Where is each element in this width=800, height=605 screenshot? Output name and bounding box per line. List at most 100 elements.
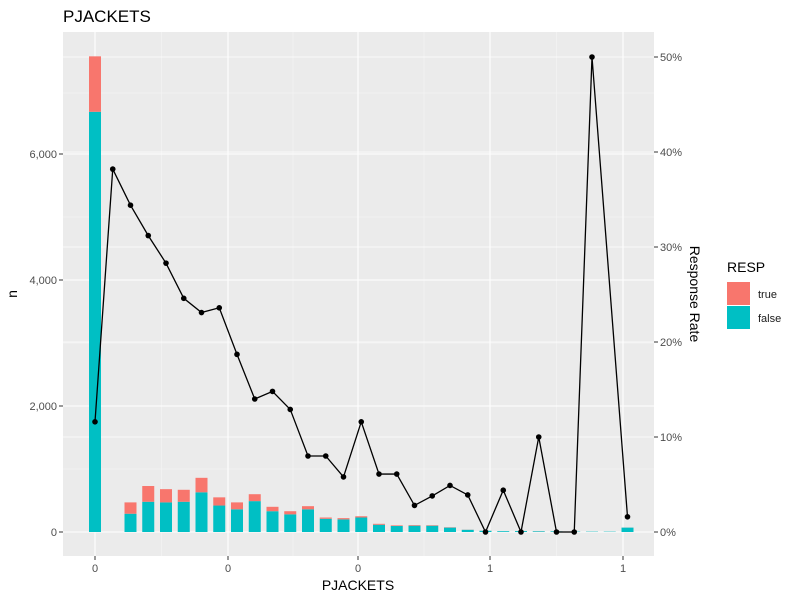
bar-true: [231, 502, 243, 509]
response-rate-point: [412, 503, 418, 509]
y-axis: 0 2,000 4,000 6,000: [29, 149, 63, 539]
bar-false: [533, 531, 545, 532]
response-rate-point: [216, 305, 222, 311]
bar-false: [497, 531, 509, 532]
chart-title: PJACKETS: [63, 7, 151, 26]
response-rate-point: [270, 389, 276, 395]
response-rate-point: [465, 492, 471, 498]
x-tick-label: 0: [225, 563, 231, 575]
bar-false: [125, 514, 137, 532]
response-rate-point: [234, 352, 240, 358]
response-rate-point: [128, 202, 134, 208]
response-rate-point: [181, 296, 187, 302]
bar-true: [391, 525, 403, 526]
bar-true: [249, 494, 261, 501]
response-rate-point: [358, 419, 364, 425]
y2-tick-label: 20%: [660, 337, 682, 349]
bar-false: [426, 526, 438, 532]
bar-false: [622, 528, 634, 532]
bar-false: [249, 501, 261, 532]
response-rate-point: [536, 434, 542, 440]
response-rate-point: [376, 471, 382, 477]
bar-false: [196, 492, 208, 532]
response-rate-point: [571, 529, 577, 535]
y2-tick-label: 30%: [660, 242, 682, 254]
bar-true: [142, 486, 154, 502]
x-axis: 0 0 0 1 1: [92, 556, 626, 575]
response-rate-point: [341, 474, 347, 480]
y-tick-label: 6,000: [29, 149, 57, 161]
response-rate-point: [323, 453, 329, 459]
legend-key-false: [727, 306, 750, 329]
y2-tick-label: 0%: [660, 527, 676, 539]
bar-true: [426, 525, 438, 526]
response-rate-point: [447, 483, 453, 489]
response-rate-point: [110, 166, 116, 172]
bar-true: [284, 511, 296, 514]
response-rate-point: [163, 260, 169, 266]
bar-false: [373, 525, 385, 532]
bar-false: [213, 506, 225, 532]
bar-false: [391, 526, 403, 532]
y-tick-label: 0: [51, 527, 57, 539]
response-rate-point: [589, 54, 595, 60]
bar-true: [355, 516, 367, 517]
response-rate-point: [252, 396, 258, 402]
response-rate-point: [394, 471, 400, 477]
response-rate-point: [483, 529, 489, 535]
x-tick-label: 0: [92, 563, 98, 575]
bar-false: [462, 530, 474, 532]
bar-true: [213, 497, 225, 505]
response-rate-point: [287, 407, 293, 413]
bar-true: [89, 56, 101, 111]
bar-true: [320, 518, 332, 519]
response-rate-point: [92, 419, 98, 425]
x-tick-label: 1: [487, 563, 493, 575]
y-axis-title: n: [4, 290, 20, 298]
legend-key-true: [727, 282, 750, 305]
bar-true: [196, 478, 208, 492]
legend-label-false: false: [758, 313, 781, 325]
y2-tick-label: 40%: [660, 147, 682, 159]
response-rate-point: [305, 453, 311, 459]
bar-false: [267, 511, 279, 532]
bar-true: [267, 507, 279, 511]
y2-tick-label: 50%: [660, 52, 682, 64]
y2-axis: 0% 10% 20% 30% 40% 50%: [654, 52, 682, 539]
response-rate-point: [554, 529, 560, 535]
legend-label-true: true: [758, 289, 777, 301]
bar-false: [338, 519, 350, 532]
bar-false: [89, 112, 101, 532]
x-tick-label: 1: [620, 563, 626, 575]
response-rate-point: [500, 487, 506, 493]
response-rate-point: [518, 529, 524, 535]
legend: RESP true false: [727, 259, 781, 329]
bar-false: [284, 514, 296, 532]
bar-false: [355, 518, 367, 532]
y-tick-label: 2,000: [29, 401, 57, 413]
x-axis-title: PJACKETS: [322, 577, 394, 593]
y-tick-label: 4,000: [29, 275, 57, 287]
bar-false: [231, 509, 243, 532]
response-rate-point: [625, 514, 631, 520]
legend-title: RESP: [727, 259, 765, 275]
y2-axis-title: Response Rate: [687, 246, 703, 343]
bar-true: [338, 518, 350, 519]
bar-false: [160, 502, 172, 532]
bar-true: [373, 524, 385, 525]
response-rate-point: [145, 233, 151, 239]
bar-false: [444, 528, 456, 532]
y2-tick-label: 10%: [660, 432, 682, 444]
response-rate-point: [199, 310, 205, 316]
x-tick-label: 0: [355, 563, 361, 575]
bar-false: [142, 502, 154, 532]
bar-true: [125, 502, 137, 513]
bar-true: [160, 489, 172, 502]
bar-true: [302, 506, 314, 509]
bar-false: [302, 509, 314, 532]
bar-true: [178, 490, 190, 502]
bar-false: [320, 519, 332, 532]
bar-true: [409, 525, 421, 526]
response-rate-point: [429, 493, 435, 499]
